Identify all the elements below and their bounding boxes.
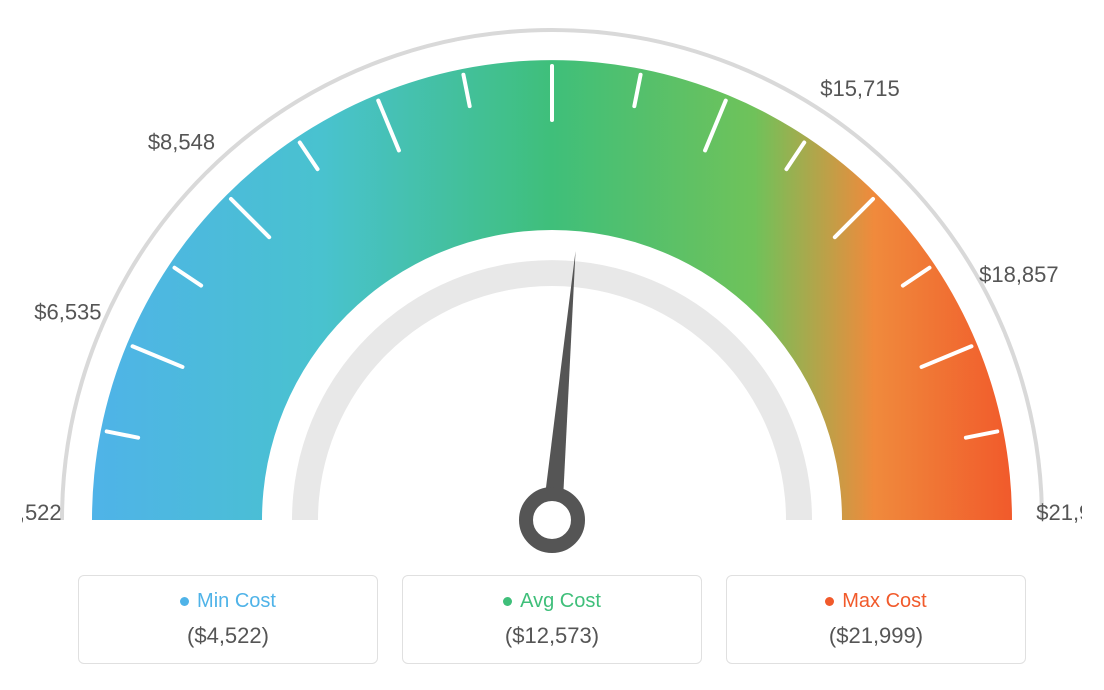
legend-avg-box: Avg Cost ($12,573)	[402, 575, 702, 664]
svg-text:$8,548: $8,548	[148, 129, 215, 154]
legend-min-value: ($4,522)	[89, 623, 367, 649]
legend-min-dot	[180, 597, 189, 606]
cost-gauge-chart: $4,522$6,535$8,548$12,573$15,715$18,857$…	[22, 20, 1082, 565]
legend-min-label: Min Cost	[89, 590, 367, 613]
legend-max-label-text: Max Cost	[842, 590, 926, 612]
legend-max-box: Max Cost ($21,999)	[726, 575, 1026, 664]
legend-row: Min Cost ($4,522) Avg Cost ($12,573) Max…	[78, 575, 1026, 664]
legend-max-label: Max Cost	[737, 590, 1015, 613]
legend-avg-label: Avg Cost	[413, 590, 691, 613]
svg-text:$6,535: $6,535	[34, 299, 101, 324]
svg-text:$4,522: $4,522	[22, 500, 62, 525]
legend-min-label-text: Min Cost	[197, 590, 276, 612]
legend-min-box: Min Cost ($4,522)	[78, 575, 378, 664]
svg-text:$18,857: $18,857	[979, 262, 1059, 287]
svg-text:$21,999: $21,999	[1036, 500, 1082, 525]
svg-text:$15,715: $15,715	[820, 76, 900, 101]
legend-avg-dot	[503, 597, 512, 606]
legend-avg-label-text: Avg Cost	[520, 590, 601, 612]
gauge-svg: $4,522$6,535$8,548$12,573$15,715$18,857$…	[22, 20, 1082, 560]
legend-avg-value: ($12,573)	[413, 623, 691, 649]
legend-max-value: ($21,999)	[737, 623, 1015, 649]
legend-max-dot	[825, 597, 834, 606]
